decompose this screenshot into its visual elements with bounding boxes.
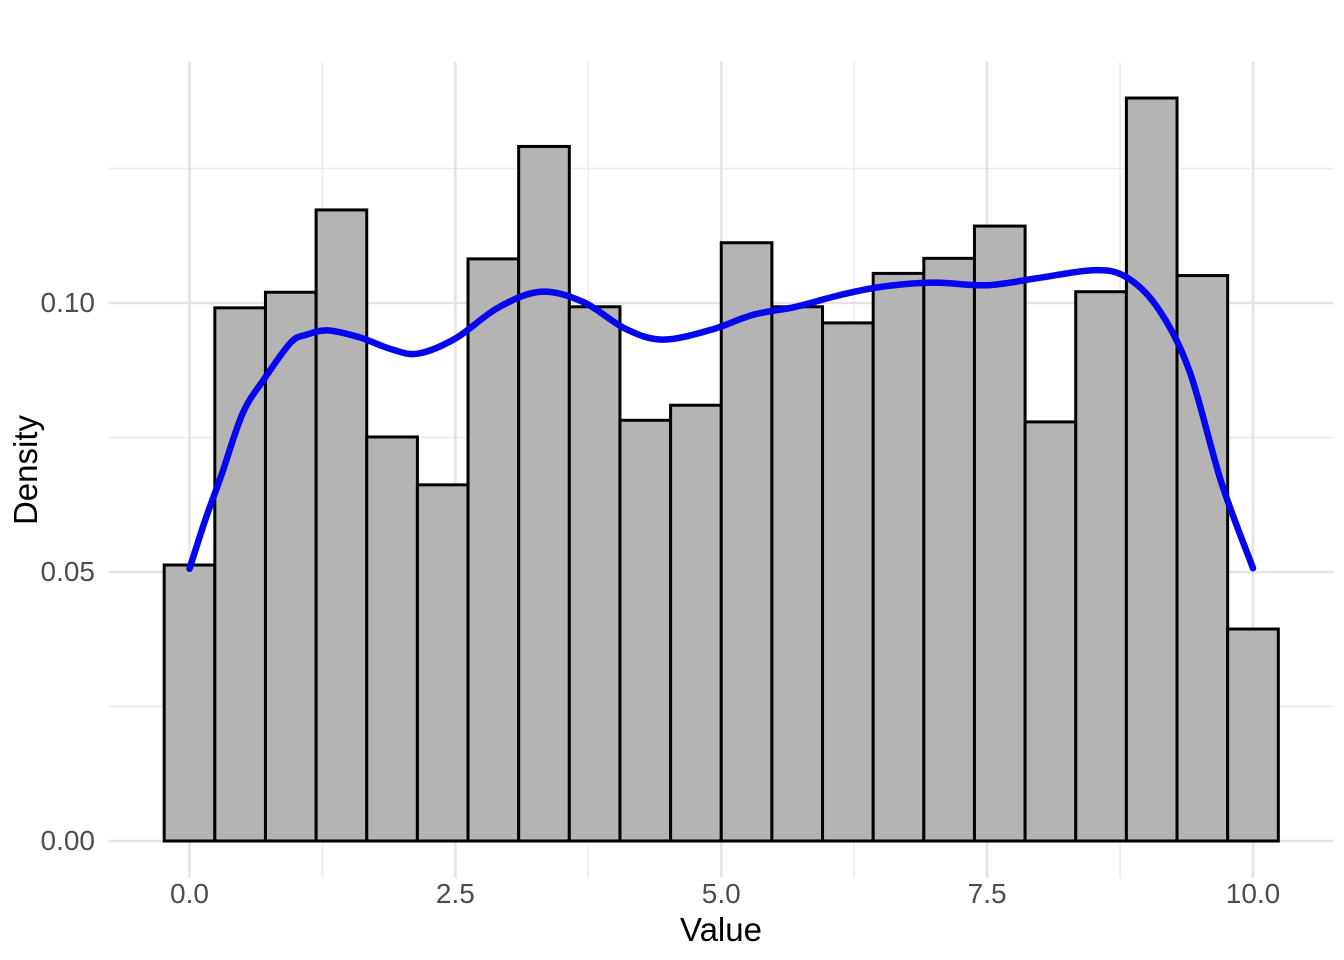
y-axis-tick-label: 0.05 bbox=[40, 556, 96, 587]
histogram-bar bbox=[669, 403, 723, 843]
histogram-bar bbox=[618, 418, 673, 843]
histogram-bar bbox=[415, 483, 470, 843]
histogram-bars bbox=[162, 96, 1280, 843]
histogram-bar bbox=[1226, 627, 1280, 843]
x-axis-tick-label: 2.5 bbox=[435, 878, 475, 909]
histogram-bar bbox=[567, 305, 622, 843]
histogram-bar bbox=[314, 208, 369, 843]
histogram-bar bbox=[871, 271, 926, 843]
histogram-bar bbox=[466, 257, 521, 843]
histogram-bar bbox=[162, 563, 217, 843]
x-axis-tick-label: 7.5 bbox=[967, 878, 1007, 909]
histogram-bar bbox=[972, 224, 1027, 843]
histogram-bar bbox=[821, 321, 875, 843]
x-axis-title: Value bbox=[680, 911, 762, 948]
histogram-bar bbox=[922, 256, 976, 843]
density-curve bbox=[186, 266, 1257, 573]
x-axis-tick-label: 5.0 bbox=[701, 878, 741, 909]
histogram-bar bbox=[365, 435, 419, 843]
histogram-bar bbox=[1074, 290, 1128, 843]
y-axis-title: Density bbox=[7, 414, 44, 526]
x-axis-tick-label: 10.0 bbox=[1225, 878, 1281, 909]
histogram-bar bbox=[1175, 274, 1230, 843]
x-axis-tick-label: 0.0 bbox=[170, 878, 209, 909]
y-axis-tick-label: 0.00 bbox=[40, 825, 96, 856]
histogram-bar bbox=[719, 241, 774, 843]
histogram-bar bbox=[1023, 420, 1078, 843]
histogram-bar bbox=[1124, 96, 1179, 843]
y-axis-tick-label: 0.10 bbox=[40, 287, 96, 318]
histogram-bar bbox=[263, 290, 318, 843]
histogram-bar bbox=[770, 305, 825, 843]
histogram-bar bbox=[517, 144, 571, 843]
